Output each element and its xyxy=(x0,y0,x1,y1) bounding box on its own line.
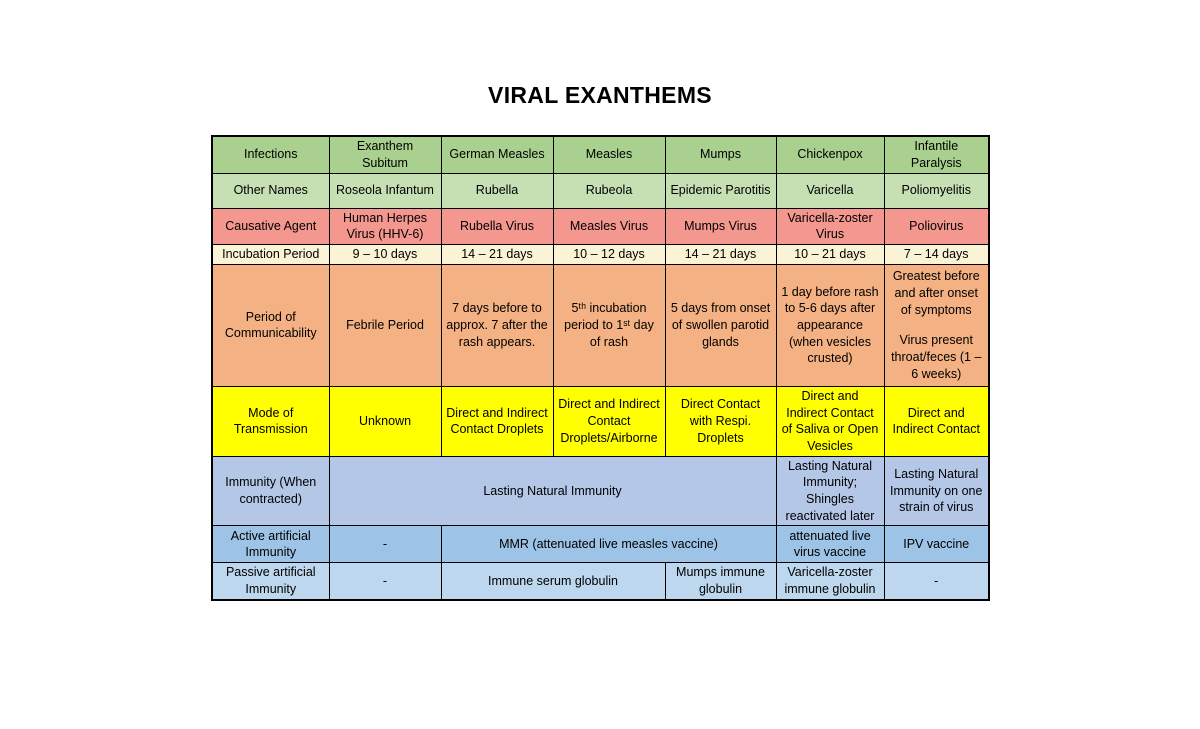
table-cell: - xyxy=(328,525,442,564)
table-cell: 1 day before rash to 5-6 days after appe… xyxy=(775,263,885,387)
table-cell: 5ᵗʰ incubation period to 1ˢᵗ day of rash xyxy=(552,263,666,387)
table-cell: Direct and Indirect Contact xyxy=(883,385,990,457)
row-label-immunity-when-contracted: Immunity (When contracted) xyxy=(211,455,330,527)
table-cell: Poliomyelitis xyxy=(883,172,990,209)
table-cell: Varicella xyxy=(775,172,885,209)
row-causative-agent: Causative Agent Human Herpes Virus (HHV-… xyxy=(211,207,990,245)
table-cell: Rubella Virus xyxy=(440,207,554,245)
column-header-infantile-paralysis: Infantile Paralysis xyxy=(883,135,990,174)
table-cell: Epidemic Parotitis xyxy=(664,172,777,209)
table-cell: 14 – 21 days xyxy=(664,243,777,265)
table-cell: Greatest before and after onset of sympt… xyxy=(883,263,990,387)
table-cell: - xyxy=(328,562,442,600)
page-title: VIRAL EXANTHEMS xyxy=(488,82,712,108)
communicability-paragraph-1: Greatest before and after onset of sympt… xyxy=(892,269,980,317)
row-label-period-of-communicability: Period of Communicability xyxy=(211,263,330,387)
column-header-measles: Measles xyxy=(552,135,666,174)
viral-exanthems-table: Infections Exanthem Subitum German Measl… xyxy=(211,135,990,601)
table-cell: Poliovirus xyxy=(883,207,990,245)
column-header-mumps: Mumps xyxy=(664,135,777,174)
table-cell-merged: Lasting Natural Immunity xyxy=(328,455,777,527)
row-other-names: Other Names Roseola Infantum Rubella Rub… xyxy=(211,172,990,209)
table-cell: Mumps Virus xyxy=(664,207,777,245)
row-label-active-artificial-immunity: Active artificial Immunity xyxy=(211,525,330,564)
table-cell: 7 days before to approx. 7 after the ras… xyxy=(440,263,554,387)
row-mode-of-transmission: Mode of Transmission Unknown Direct and … xyxy=(211,385,990,457)
table-cell: Direct and Indirect Contact Droplets xyxy=(440,385,554,457)
table-cell: 5 days from onset of swollen parotid gla… xyxy=(664,263,777,387)
table-cell: Varicella-zoster immune globulin xyxy=(775,562,885,600)
table-cell: IPV vaccine xyxy=(883,525,990,564)
table-cell: Febrile Period xyxy=(328,263,442,387)
row-label-passive-artificial-immunity: Passive artificial Immunity xyxy=(211,562,330,600)
table-cell: 10 – 21 days xyxy=(775,243,885,265)
table-cell: Rubella xyxy=(440,172,554,209)
column-header-exanthem-subitum: Exanthem Subitum xyxy=(328,135,442,174)
table-cell-merged: MMR (attenuated live measles vaccine) xyxy=(440,525,777,564)
table-cell: Lasting Natural Immunity on one strain o… xyxy=(883,455,990,527)
table-cell: Measles Virus xyxy=(552,207,666,245)
table-cell: Rubeola xyxy=(552,172,666,209)
table-cell: attenuated live virus vaccine xyxy=(775,525,885,564)
table-cell: Human Herpes Virus (HHV-6) xyxy=(328,207,442,245)
row-active-artificial-immunity: Active artificial Immunity - MMR (attenu… xyxy=(211,525,990,564)
row-incubation-period: Incubation Period 9 – 10 days 14 – 21 da… xyxy=(211,243,990,265)
column-header-infections: Infections xyxy=(211,135,330,174)
table-cell: Roseola Infantum xyxy=(328,172,442,209)
table-header-row: Infections Exanthem Subitum German Measl… xyxy=(211,135,990,174)
table-cell: 10 – 12 days xyxy=(552,243,666,265)
row-period-of-communicability: Period of Communicability Febrile Period… xyxy=(211,263,990,387)
row-label-other-names: Other Names xyxy=(211,172,330,209)
row-immunity-when-contracted: Immunity (When contracted) Lasting Natur… xyxy=(211,455,990,527)
table-cell: Lasting Natural Immunity; Shingles react… xyxy=(775,455,885,527)
row-label-causative-agent: Causative Agent xyxy=(211,207,330,245)
row-passive-artificial-immunity: Passive artificial Immunity - Immune ser… xyxy=(211,562,990,600)
table-cell-merged: Immune serum globulin xyxy=(440,562,666,600)
table-cell: Unknown xyxy=(328,385,442,457)
column-header-german-measles: German Measles xyxy=(440,135,554,174)
communicability-paragraph-2: Virus present throat/feces (1 – 6 weeks) xyxy=(891,333,982,381)
table-cell: Mumps immune globulin xyxy=(664,562,777,600)
table-cell: Direct and Indirect Contact of Saliva or… xyxy=(775,385,885,457)
table-cell: 14 – 21 days xyxy=(440,243,554,265)
table-cell: Direct Contact with Respi. Droplets xyxy=(664,385,777,457)
row-label-incubation-period: Incubation Period xyxy=(211,243,330,265)
table-cell: 7 – 14 days xyxy=(883,243,990,265)
row-label-mode-of-transmission: Mode of Transmission xyxy=(211,385,330,457)
column-header-chickenpox: Chickenpox xyxy=(775,135,885,174)
table-cell: - xyxy=(883,562,990,600)
table-cell: Direct and Indirect Contact Droplets/Air… xyxy=(552,385,666,457)
table-cell: 9 – 10 days xyxy=(328,243,442,265)
table-cell: Varicella-zoster Virus xyxy=(775,207,885,245)
